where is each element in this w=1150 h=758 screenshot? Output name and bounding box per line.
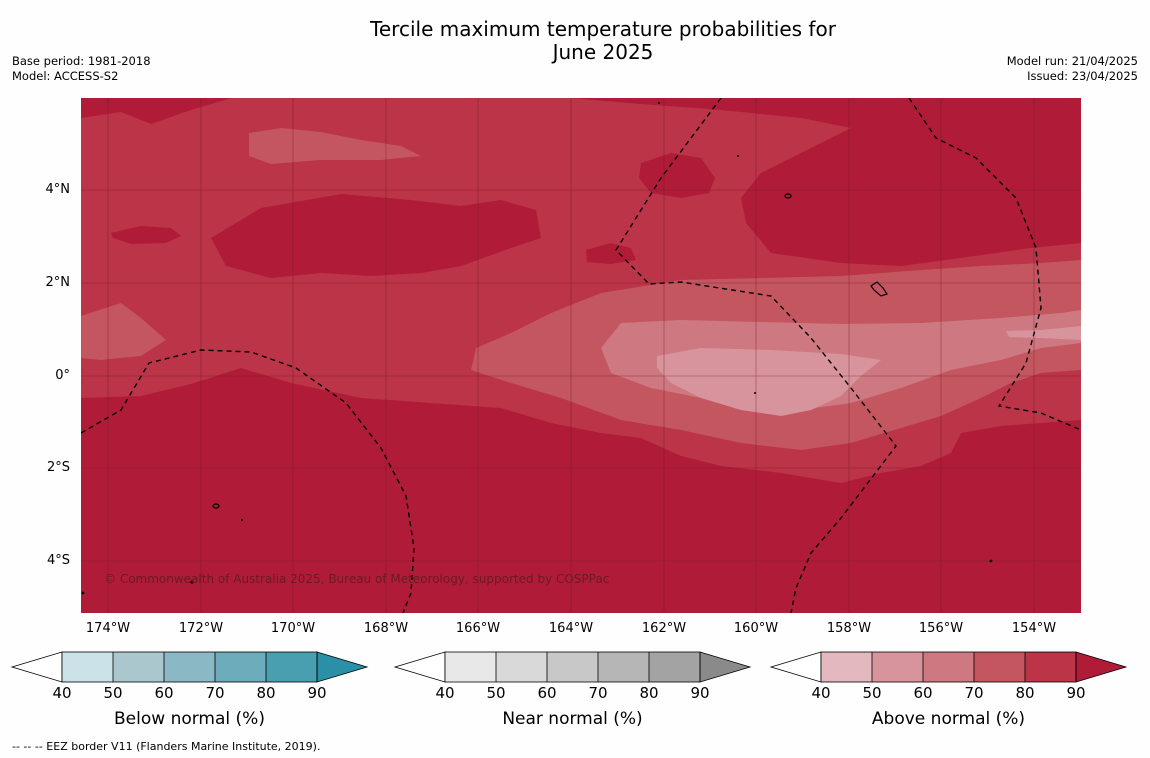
base-period-text: Base period: 1981-2018 xyxy=(12,54,151,68)
colorbar-above xyxy=(769,651,1128,683)
eez-border-note: -- -- -- EEZ border V11 (Flanders Marine… xyxy=(12,740,321,753)
eez-borders xyxy=(81,98,1081,613)
lat-label: 4°S xyxy=(46,553,70,568)
colorbar-near-label: Near normal (%) xyxy=(502,709,643,729)
small-island-dots xyxy=(81,102,993,595)
probability-map xyxy=(81,98,1081,613)
region-50-core xyxy=(657,348,881,416)
meta-left: Base period: 1981-2018 Model: ACCESS-S2 xyxy=(12,54,151,84)
model-run-text: Model run: 21/04/2025 xyxy=(1006,54,1138,68)
lat-label: 0° xyxy=(55,368,70,383)
lon-label: 174°W xyxy=(85,621,131,636)
tick-label: 90 xyxy=(690,684,710,702)
region-70-west xyxy=(81,303,166,360)
islands xyxy=(212,193,888,509)
colorbar-below xyxy=(10,651,369,683)
lon-label: 164°W xyxy=(548,621,594,636)
tick-label: 90 xyxy=(1066,684,1086,702)
region-90-blob-left xyxy=(111,226,181,244)
region-90-north-west xyxy=(81,98,231,124)
copyright-notice: © Commonwealth of Australia 2025, Bureau… xyxy=(104,572,610,586)
tick-label: 70 xyxy=(964,684,984,702)
tick-label: 80 xyxy=(256,684,276,702)
tick-label: 40 xyxy=(52,684,72,702)
region-90-island-blob xyxy=(639,153,715,198)
lon-label: 156°W xyxy=(918,621,964,636)
tick-label: 60 xyxy=(154,684,174,702)
tick-label: 40 xyxy=(811,684,831,702)
lon-label: 160°W xyxy=(733,621,779,636)
region-70-top xyxy=(249,128,421,164)
lon-label: 158°W xyxy=(826,621,872,636)
lon-label: 170°W xyxy=(270,621,316,636)
tick-label: 70 xyxy=(588,684,608,702)
tick-label: 40 xyxy=(435,684,455,702)
tick-label: 80 xyxy=(1015,684,1035,702)
region-90-south xyxy=(81,368,1081,613)
tick-label: 50 xyxy=(486,684,506,702)
lon-label: 154°W xyxy=(1011,621,1057,636)
tick-label: 60 xyxy=(537,684,557,702)
title-line-1: Tercile maximum temperature probabilitie… xyxy=(370,17,836,41)
model-text: Model: ACCESS-S2 xyxy=(12,69,119,83)
graticule xyxy=(81,98,1081,613)
tick-label: 80 xyxy=(639,684,659,702)
tick-label: 90 xyxy=(307,684,327,702)
title-line-2: June 2025 xyxy=(552,40,654,64)
tick-label: 60 xyxy=(913,684,933,702)
lat-label: 2°N xyxy=(45,275,71,290)
region-50-east xyxy=(1006,326,1081,340)
lat-label: 4°N xyxy=(45,182,71,197)
map-title: Tercile maximum temperature probabilitie… xyxy=(0,18,1150,64)
lon-label: 166°W xyxy=(455,621,501,636)
lat-label: 2°S xyxy=(46,460,70,475)
issued-text: Issued: 23/04/2025 xyxy=(1027,69,1138,83)
lon-label: 172°W xyxy=(178,621,224,636)
tick-label: 50 xyxy=(862,684,882,702)
colorbar-below-label: Below normal (%) xyxy=(114,709,265,729)
colorbar-above-label: Above normal (%) xyxy=(871,709,1026,729)
lon-label: 168°W xyxy=(363,621,409,636)
tick-label: 50 xyxy=(103,684,123,702)
lon-label: 162°W xyxy=(641,621,687,636)
meta-right: Model run: 21/04/2025 Issued: 23/04/2025 xyxy=(1007,54,1138,84)
region-90-north-east xyxy=(571,98,1081,266)
tick-label: 70 xyxy=(205,684,225,702)
colorbar-near xyxy=(393,651,752,683)
region-90-north xyxy=(211,194,541,278)
region-90-small-blob xyxy=(586,243,636,264)
